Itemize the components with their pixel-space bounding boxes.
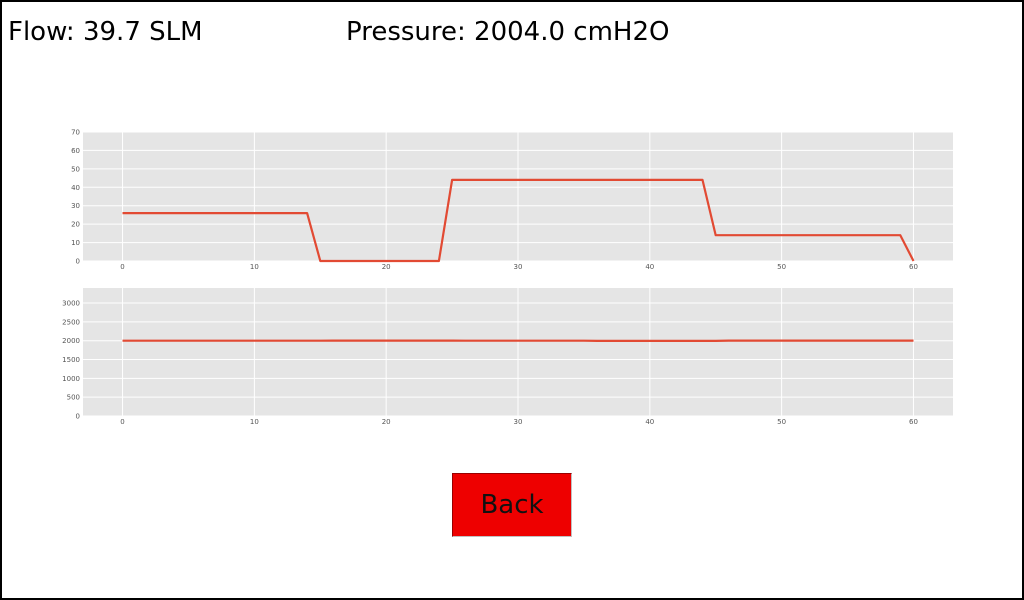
pressure-y-tick-label: 1000 (62, 375, 80, 383)
pressure-x-tick-label: 40 (645, 418, 654, 426)
flow-series-line (122, 178, 915, 263)
flow-y-tick-label: 60 (71, 147, 80, 155)
flow-y-tick-label: 50 (71, 165, 80, 173)
pressure-y-tick-label: 0 (76, 413, 80, 421)
pressure-label: Pressure: (346, 17, 466, 47)
pressure-y-tick-label: 3000 (62, 300, 80, 308)
flow-y-tick-label: 30 (71, 202, 80, 210)
pressure-value: 2004.0 (474, 17, 566, 47)
pressure-x-tick-label: 0 (120, 418, 124, 426)
pressure-x-tick-label: 60 (909, 418, 918, 426)
pressure-y-tick-label: 1500 (62, 356, 80, 364)
flow-label: Flow: (8, 17, 75, 47)
flow-x-tick-label: 60 (909, 263, 918, 271)
flow-value: 39.7 (82, 17, 141, 47)
flow-readout: Flow: 39.7 SLM (8, 14, 200, 50)
pressure-unit: cmH2O (573, 17, 670, 47)
pressure-x-tick-label: 10 (250, 418, 259, 426)
pressure-y-tick-label: 500 (67, 394, 80, 402)
flow-x-tick-label: 50 (777, 263, 786, 271)
flow-y-tick-label: 20 (71, 221, 80, 229)
flow-x-tick-label: 0 (120, 263, 124, 271)
flow-x-tick-label: 40 (645, 263, 654, 271)
pressure-y-tick-label: 2500 (62, 318, 80, 326)
pressure-x-tick-label: 20 (382, 418, 391, 426)
flow-y-tick-label: 70 (71, 129, 80, 137)
pressure-y-tick-label: 2000 (62, 337, 80, 345)
pressure-readout: Pressure: 2004.0 cmH2O (346, 14, 669, 50)
pressure-x-tick-label: 30 (514, 418, 523, 426)
flow-y-tick-label: 0 (76, 258, 80, 266)
flow-y-tick-label: 10 (71, 239, 80, 247)
flow-unit: SLM (149, 17, 200, 47)
flow-x-tick-label: 10 (250, 263, 259, 271)
flow-x-tick-label: 20 (382, 263, 391, 271)
back-button[interactable]: Back (452, 473, 572, 537)
flow-x-tick-label: 30 (514, 263, 523, 271)
flow-y-tick-label: 40 (71, 184, 80, 192)
pressure-x-tick-label: 50 (777, 418, 786, 426)
